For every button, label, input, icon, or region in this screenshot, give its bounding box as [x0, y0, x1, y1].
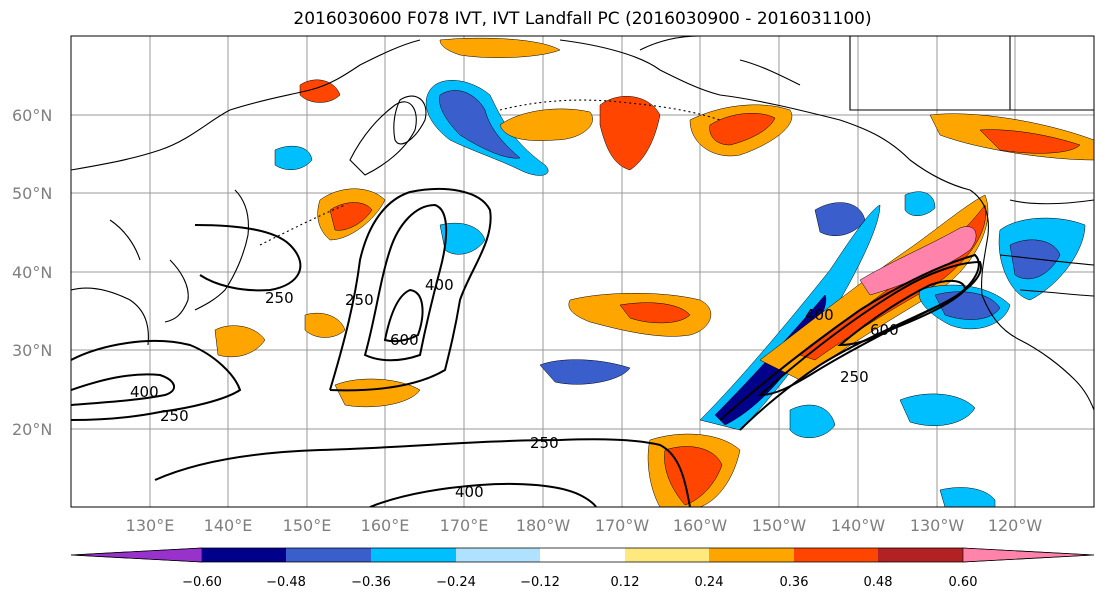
contour-label: 250: [160, 407, 189, 425]
longitude-labels: 130°E 140°E 150°E 160°E 170°E 180°W 170°…: [126, 516, 1043, 535]
lon-label: 170°E: [440, 516, 489, 535]
colorbar-label: 0.36: [780, 575, 809, 590]
lon-label: 170°W: [595, 516, 650, 535]
shade-orange-w3: [304, 312, 346, 338]
colorbar-outline: [70, 547, 1095, 563]
colorbar-extend-left: [70, 547, 203, 563]
colorbar-segment: [625, 548, 709, 562]
colorbar-label: −0.24: [436, 575, 476, 590]
lon-label: 150°E: [283, 516, 332, 535]
colorbar-segment: [371, 548, 456, 562]
shade-red-south: [664, 446, 723, 506]
lat-label-50n: 50°N: [12, 184, 52, 203]
coastlines: [71, 36, 1094, 411]
colorbar-segment: [202, 548, 286, 562]
shade-orange-north1: [499, 108, 593, 141]
colorbar-segment: [794, 548, 878, 562]
contour-labels: 250 250 400 400 250 250 400 600 400 600 …: [130, 276, 899, 501]
shade-red-north4: [709, 113, 776, 146]
colorbar-segment: [540, 548, 625, 562]
ivt-shading: [214, 37, 1094, 507]
lat-label-30n: 30°N: [12, 341, 52, 360]
contour-label: 600: [390, 331, 419, 349]
shade-darkblue-kamchatka: [439, 90, 521, 159]
lat-label-20n: 20°N: [12, 420, 52, 439]
lon-label: 160°W: [673, 516, 728, 535]
shade-red-canada: [979, 129, 1081, 154]
map-frame: [70, 35, 1095, 508]
shade-red-central: [619, 302, 691, 324]
colorbar-label: 0.60: [949, 575, 978, 590]
shade-blue-east5: [904, 191, 936, 216]
colorbar-label: 0.12: [611, 575, 640, 590]
shade-blue-ar-north: [814, 202, 866, 236]
lon-label: 120°W: [988, 516, 1043, 535]
contour-label: 250: [265, 289, 294, 307]
contour-label: 400: [455, 483, 484, 501]
colorbar-label: −0.12: [520, 575, 560, 590]
contour-label: 600: [870, 321, 899, 339]
colorbar-segment: [878, 548, 963, 562]
colorbar-label: −0.36: [351, 575, 391, 590]
lat-label-40n: 40°N: [12, 263, 52, 282]
colorbar: [70, 547, 1095, 563]
shade-blue-east4: [789, 404, 836, 438]
contour-label: 400: [805, 306, 834, 324]
colorbar-label: 0.24: [695, 575, 724, 590]
shade-red-top: [299, 79, 341, 103]
colorbar-segment: [709, 548, 794, 562]
colorbar-labels: −0.60 −0.48 −0.36 −0.24 −0.12 0.12 0.24 …: [182, 575, 977, 590]
colorbar-label: −0.48: [266, 575, 306, 590]
contour-label: 400: [425, 276, 454, 294]
contour-label: 250: [530, 434, 559, 452]
shade-orange-w2: [214, 325, 266, 358]
lon-label: 130°W: [910, 516, 965, 535]
latitude-labels: 60°N 50°N 40°N 30°N 20°N: [12, 106, 52, 439]
shade-blue-w5: [439, 222, 486, 255]
lon-label: 180°W: [516, 516, 571, 535]
shade-orange-nw: [439, 37, 561, 58]
shade-blue-central: [539, 359, 631, 385]
shade-blue-south: [939, 487, 996, 507]
colorbar-segment: [456, 548, 540, 562]
contour-label: 250: [840, 368, 869, 386]
map-title: 2016030600 F078 IVT, IVT Landfall PC (20…: [293, 9, 872, 29]
shade-red-w1: [329, 202, 373, 231]
shade-blue-w6: [274, 145, 313, 170]
lat-label-60n: 60°N: [12, 106, 52, 125]
lon-label: 160°E: [361, 516, 410, 535]
colorbar-label: −0.60: [182, 575, 222, 590]
lon-label: 140°W: [831, 516, 886, 535]
lon-label: 150°W: [752, 516, 807, 535]
colorbar-extend-right: [962, 547, 1095, 563]
ivt-contours: [71, 188, 982, 507]
colorbar-segment: [286, 548, 371, 562]
lon-label: 140°E: [204, 516, 253, 535]
shade-red-north2: [599, 96, 661, 171]
colorbar-label: 0.48: [864, 575, 893, 590]
shade-blue-east3: [899, 393, 976, 426]
contour-label: 250: [345, 291, 374, 309]
lon-label: 130°E: [126, 516, 175, 535]
contour-label: 400: [130, 383, 159, 401]
shade-red-ar: [799, 204, 987, 361]
